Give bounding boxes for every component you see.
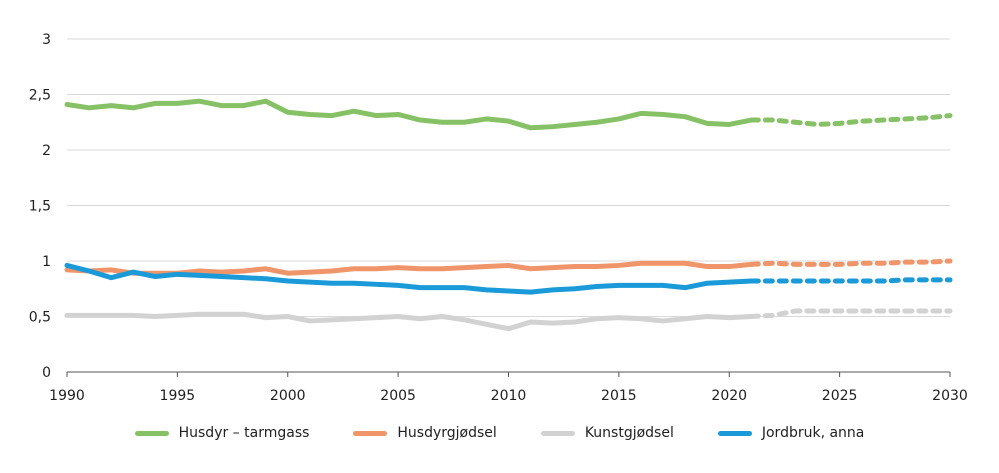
legend-swatch bbox=[353, 430, 388, 436]
x-tick-label: 2020 bbox=[711, 388, 747, 404]
line-chart: 0 0,5 1 1,5 2 2,5 3 1990 1995 2000 2005 2010 2015 202… bbox=[29, 32, 968, 404]
legend-swatch bbox=[134, 430, 169, 436]
legend-label: Husdyrgjødsel bbox=[397, 425, 497, 441]
legend-item-husdyr-tarmgass: Husdyr – tarmgass bbox=[134, 425, 310, 441]
y-tick-label: 0,5 bbox=[29, 310, 51, 326]
series-line bbox=[64, 311, 754, 332]
x-tick-label: 2015 bbox=[601, 388, 637, 404]
series-projection-line bbox=[748, 277, 953, 284]
series-projection-line bbox=[748, 308, 953, 319]
y-tick-label: 1,5 bbox=[29, 199, 51, 215]
legend-swatch bbox=[540, 430, 575, 436]
series-projection-line bbox=[748, 258, 953, 267]
legend-label: Kunstgjødsel bbox=[584, 425, 674, 441]
x-tick-label: 2025 bbox=[822, 388, 858, 404]
y-tick-label: 3 bbox=[42, 32, 51, 48]
x-tick-label: 2000 bbox=[270, 388, 306, 404]
series-line bbox=[64, 98, 754, 131]
y-tick-label: 2 bbox=[42, 143, 51, 159]
legend-swatch bbox=[717, 430, 752, 436]
y-tick-label: 1 bbox=[42, 254, 51, 270]
legend-item-kunstgjodsel: Kunstgjødsel bbox=[540, 425, 674, 441]
x-tick-label: 2005 bbox=[380, 388, 416, 404]
legend-item-jordbruk-anna: Jordbruk, anna bbox=[717, 425, 865, 441]
legend: Husdyr – tarmgass Husdyrgjødsel Kunstgjø… bbox=[0, 425, 999, 441]
legend-label: Husdyr – tarmgass bbox=[178, 425, 310, 441]
x-tick-label: 2030 bbox=[932, 388, 968, 404]
series-line bbox=[64, 262, 754, 295]
y-tick-label: 2,5 bbox=[29, 88, 51, 104]
series-line bbox=[64, 260, 754, 276]
series-projection-line bbox=[748, 113, 953, 127]
legend-label: Jordbruk, anna bbox=[761, 425, 865, 441]
x-tick-label: 1990 bbox=[49, 388, 85, 404]
y-tick-label: 0 bbox=[42, 365, 51, 381]
legend-item-husdyrgjodsel: Husdyrgjødsel bbox=[353, 425, 497, 441]
x-tick-label: 1995 bbox=[160, 388, 196, 404]
x-tick-label: 2010 bbox=[491, 388, 527, 404]
